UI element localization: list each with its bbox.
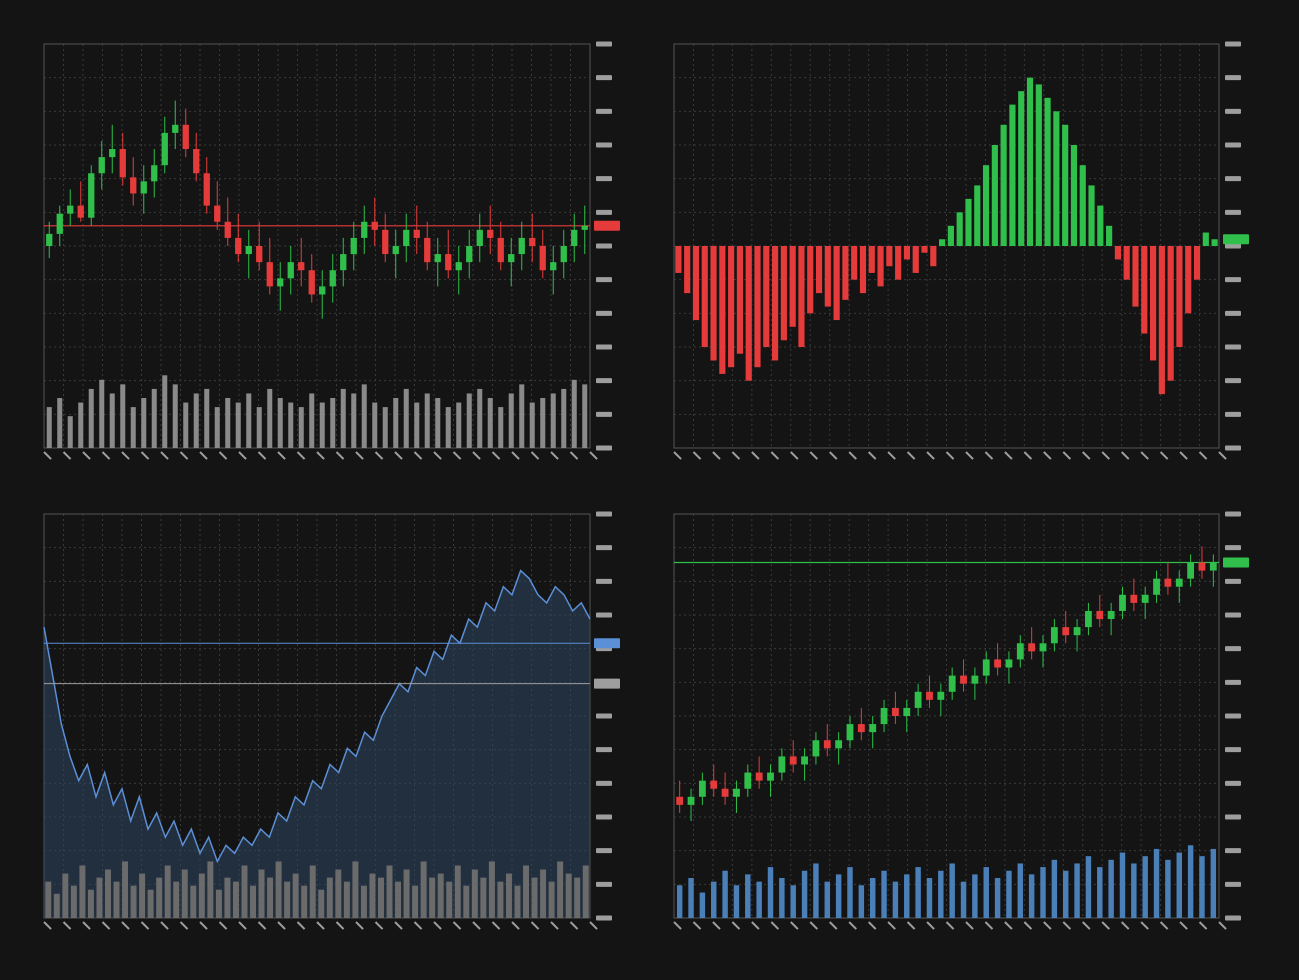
panel-histogram [670,40,1259,470]
panel-candlestick-2 [670,510,1259,940]
panel-candlestick-1 [40,40,630,470]
chart-grid [0,0,1299,980]
panel-area [40,510,630,940]
